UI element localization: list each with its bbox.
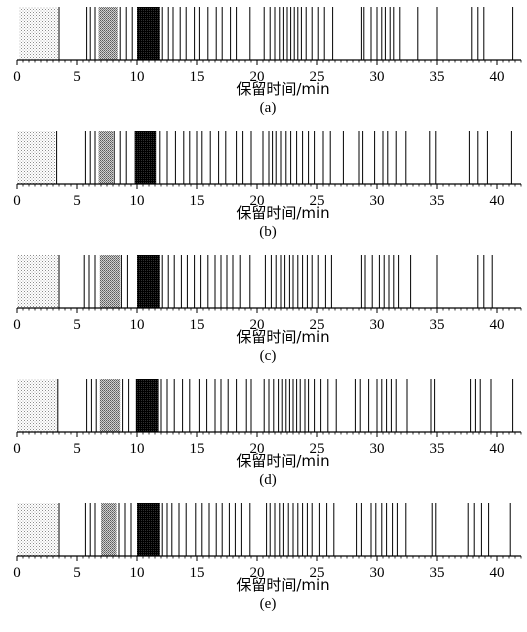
x-tick-label: 40 — [490, 565, 505, 581]
x-axis-title: 保留时间/min — [236, 328, 329, 346]
panel-label: (d) — [259, 472, 277, 488]
x-tick-label: 40 — [490, 69, 505, 85]
x-tick-label: 30 — [370, 193, 385, 209]
peak-block-1 — [17, 255, 58, 308]
peak-block-2 — [99, 379, 121, 432]
x-tick-label: 10 — [130, 193, 145, 209]
x-tick-label: 40 — [490, 441, 505, 457]
x-tick-label: 10 — [130, 441, 145, 457]
x-tick-label: 0 — [13, 193, 21, 209]
x-tick-label: 40 — [490, 317, 505, 333]
x-tick-label: 20 — [250, 317, 265, 333]
x-axis-title: 保留时间/min — [236, 80, 329, 98]
x-tick-label: 5 — [73, 565, 81, 581]
peak-block-2 — [98, 131, 113, 184]
x-axis-title: 保留时间/min — [236, 452, 329, 470]
x-tick-label: 35 — [430, 317, 445, 333]
peak-block-3 — [134, 131, 157, 184]
x-tick-label: 20 — [250, 193, 265, 209]
x-tick-label: 0 — [13, 441, 21, 457]
x-tick-label: 25 — [310, 441, 325, 457]
x-tick-label: 15 — [190, 565, 205, 581]
x-tick-label: 5 — [73, 317, 81, 333]
peak-block-1 — [19, 7, 58, 60]
x-tick-label: 25 — [310, 317, 325, 333]
x-tick-label: 35 — [430, 441, 445, 457]
x-tick-label: 30 — [370, 69, 385, 85]
chart-panel-1: 0 5 10 15 20 25 30 35 40 保留时间/min (a) — [13, 7, 522, 116]
peak-block-1 — [17, 503, 58, 556]
panel-label: (b) — [259, 224, 277, 240]
panel-label: (c) — [260, 348, 277, 364]
chart-panel-5: 0 5 10 15 20 25 30 35 40 保留时间/min (e) — [13, 503, 522, 612]
x-tick-label: 15 — [190, 193, 205, 209]
chart-panel-2: 0 5 10 15 20 25 30 35 40 保留时间/min (b) — [13, 131, 522, 240]
x-tick-label: 15 — [190, 317, 205, 333]
x-tick-label: 20 — [250, 441, 265, 457]
x-tick-label: 30 — [370, 317, 385, 333]
x-tick-label: 0 — [13, 317, 21, 333]
peak-block-3 — [137, 503, 160, 556]
x-tick-label: 0 — [13, 565, 21, 581]
x-axis-title: 保留时间/min — [236, 576, 329, 594]
peak-block-1 — [17, 379, 57, 432]
x-tick-label: 25 — [310, 69, 325, 85]
x-tick-label: 5 — [73, 69, 81, 85]
chart-panel-3: 0 5 10 15 20 25 30 35 40 保留时间/min (c) — [13, 255, 522, 364]
x-tick-label: 35 — [430, 565, 445, 581]
panel-label: (e) — [260, 596, 277, 612]
panel-label: (a) — [260, 100, 277, 116]
peak-block-2 — [98, 7, 118, 60]
x-tick-label: 15 — [190, 69, 205, 85]
x-tick-label: 30 — [370, 565, 385, 581]
peak-block-3 — [137, 7, 160, 60]
x-tick-label: 20 — [250, 565, 265, 581]
peak-block-2 — [101, 503, 117, 556]
x-tick-label: 15 — [190, 441, 205, 457]
x-tick-label: 25 — [310, 565, 325, 581]
peak-block-2 — [99, 255, 121, 308]
x-tick-label: 30 — [370, 441, 385, 457]
chart-panel-4: 0 5 10 15 20 25 30 35 40 保留时间/min (d) — [13, 379, 522, 488]
x-tick-label: 0 — [13, 69, 21, 85]
x-tick-label: 35 — [430, 69, 445, 85]
x-tick-label: 10 — [130, 317, 145, 333]
peak-block-3 — [135, 379, 159, 432]
x-axis-title: 保留时间/min — [236, 204, 329, 222]
x-tick-label: 10 — [130, 565, 145, 581]
x-tick-label: 5 — [73, 441, 81, 457]
x-tick-label: 35 — [430, 193, 445, 209]
peak-block-1 — [17, 131, 56, 184]
x-tick-label: 25 — [310, 193, 325, 209]
x-tick-label: 10 — [130, 69, 145, 85]
peak-block-3 — [137, 255, 160, 308]
x-tick-label: 20 — [250, 69, 265, 85]
x-tick-label: 5 — [73, 193, 81, 209]
x-tick-label: 40 — [490, 193, 505, 209]
